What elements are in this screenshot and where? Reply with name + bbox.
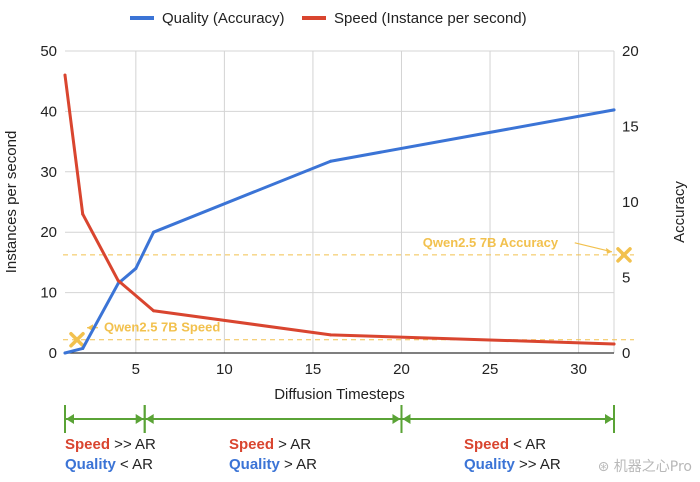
- region-speed-label: Speed: [229, 436, 275, 453]
- region-brackets: [64, 405, 615, 433]
- region-quality-line: Quality >> AR: [464, 455, 561, 475]
- y-right-tick-label: 20: [622, 43, 639, 60]
- region-quality-relation: >> AR: [514, 456, 561, 473]
- region-speed-line: Speed > AR: [229, 435, 317, 455]
- region-quality-relation: < AR: [115, 456, 153, 473]
- region-label: Speed > AR Quality > AR: [229, 435, 317, 475]
- data-point: [81, 346, 85, 350]
- region-speed-label: Speed: [65, 436, 111, 453]
- data-point: [329, 333, 333, 337]
- data-point: [134, 266, 138, 270]
- region-quality-line: Quality > AR: [229, 455, 317, 475]
- region-label: Speed >> AR Quality < AR: [65, 435, 156, 475]
- annotations: Qwen2.5 7B Accuracy Qwen2.5 7B Speed: [63, 235, 634, 348]
- watermark-icon: ⊛: [597, 459, 614, 475]
- y-left-tick-label: 0: [49, 345, 57, 362]
- x-tick-label: 25: [482, 361, 499, 378]
- legend-label: Speed (Instance per second): [334, 10, 527, 27]
- legend-label: Quality (Accuracy): [162, 10, 285, 27]
- x-tick-label: 10: [216, 361, 233, 378]
- region-speed-relation: >> AR: [110, 436, 156, 453]
- region-quality-label: Quality: [65, 456, 116, 473]
- y-right-axis-title: Accuracy: [671, 181, 688, 243]
- region-quality-label: Quality: [464, 456, 515, 473]
- series: [63, 73, 616, 355]
- arrow-head-icon: [145, 414, 154, 424]
- series-line: [63, 108, 616, 355]
- x-marker-icon: [616, 247, 632, 263]
- region-speed-relation: < AR: [509, 436, 547, 453]
- data-point: [152, 309, 156, 313]
- x-axis-title: Diffusion Timesteps: [274, 386, 405, 403]
- series-line: [63, 73, 616, 346]
- region-speed-line: Speed >> AR: [65, 435, 156, 455]
- data-point: [63, 351, 67, 355]
- y-left-tick-label: 10: [40, 285, 57, 302]
- reference-label: Qwen2.5 7B Speed: [104, 320, 220, 335]
- watermark-text: 机器之心Pro: [613, 459, 692, 475]
- y-left-tick-label: 30: [40, 164, 57, 181]
- region-quality-line: Quality < AR: [65, 455, 156, 475]
- data-point: [329, 159, 333, 163]
- region-speed-line: Speed < AR: [464, 435, 561, 455]
- data-point: [116, 279, 120, 283]
- arrow-head-icon: [66, 414, 74, 424]
- x-tick-label: 20: [393, 361, 410, 378]
- data-point: [612, 342, 616, 346]
- watermark: ⊛ 机器之心Pro: [598, 456, 692, 476]
- region-speed-relation: > AR: [274, 436, 312, 453]
- y-left-axis-title: Instances per second: [3, 131, 20, 274]
- x-tick-label: 30: [570, 361, 587, 378]
- y-left-tick-label: 20: [40, 224, 57, 241]
- data-point: [81, 212, 85, 216]
- data-point: [152, 230, 156, 234]
- y-left-tick-label: 40: [40, 103, 57, 120]
- arrow-head-icon: [135, 414, 144, 424]
- y-left-tick-label: 50: [40, 43, 57, 60]
- axes: 0 10 20 30 40 50 0 5 10 15 20 5 10 15 20 25 30 Diffusion …: [3, 43, 688, 403]
- arrow-head-icon: [402, 414, 411, 424]
- reference-label: Qwen2.5 7B Accuracy: [423, 235, 559, 250]
- arrow-icon: [574, 242, 613, 253]
- arrow-head-icon: [606, 247, 612, 254]
- arrow-head-icon: [392, 414, 401, 424]
- data-point: [612, 108, 616, 112]
- arrow-head-icon: [605, 414, 613, 424]
- data-point: [63, 73, 67, 77]
- region-speed-label: Speed: [464, 436, 510, 453]
- y-right-tick-label: 10: [622, 194, 639, 211]
- region-quality-label: Quality: [229, 456, 280, 473]
- y-right-tick-label: 15: [622, 119, 639, 136]
- x-tick-label: 5: [132, 361, 140, 378]
- y-right-tick-label: 0: [622, 345, 630, 362]
- region-quality-relation: > AR: [279, 456, 317, 473]
- x-marker-icon: [69, 331, 85, 348]
- grid: [65, 50, 615, 354]
- legend: Quality (Accuracy) Speed (Instance per se…: [130, 10, 527, 27]
- x-tick-label: 15: [305, 361, 322, 378]
- region-label: Speed < AR Quality >> AR: [464, 435, 561, 475]
- y-right-tick-label: 5: [622, 270, 630, 287]
